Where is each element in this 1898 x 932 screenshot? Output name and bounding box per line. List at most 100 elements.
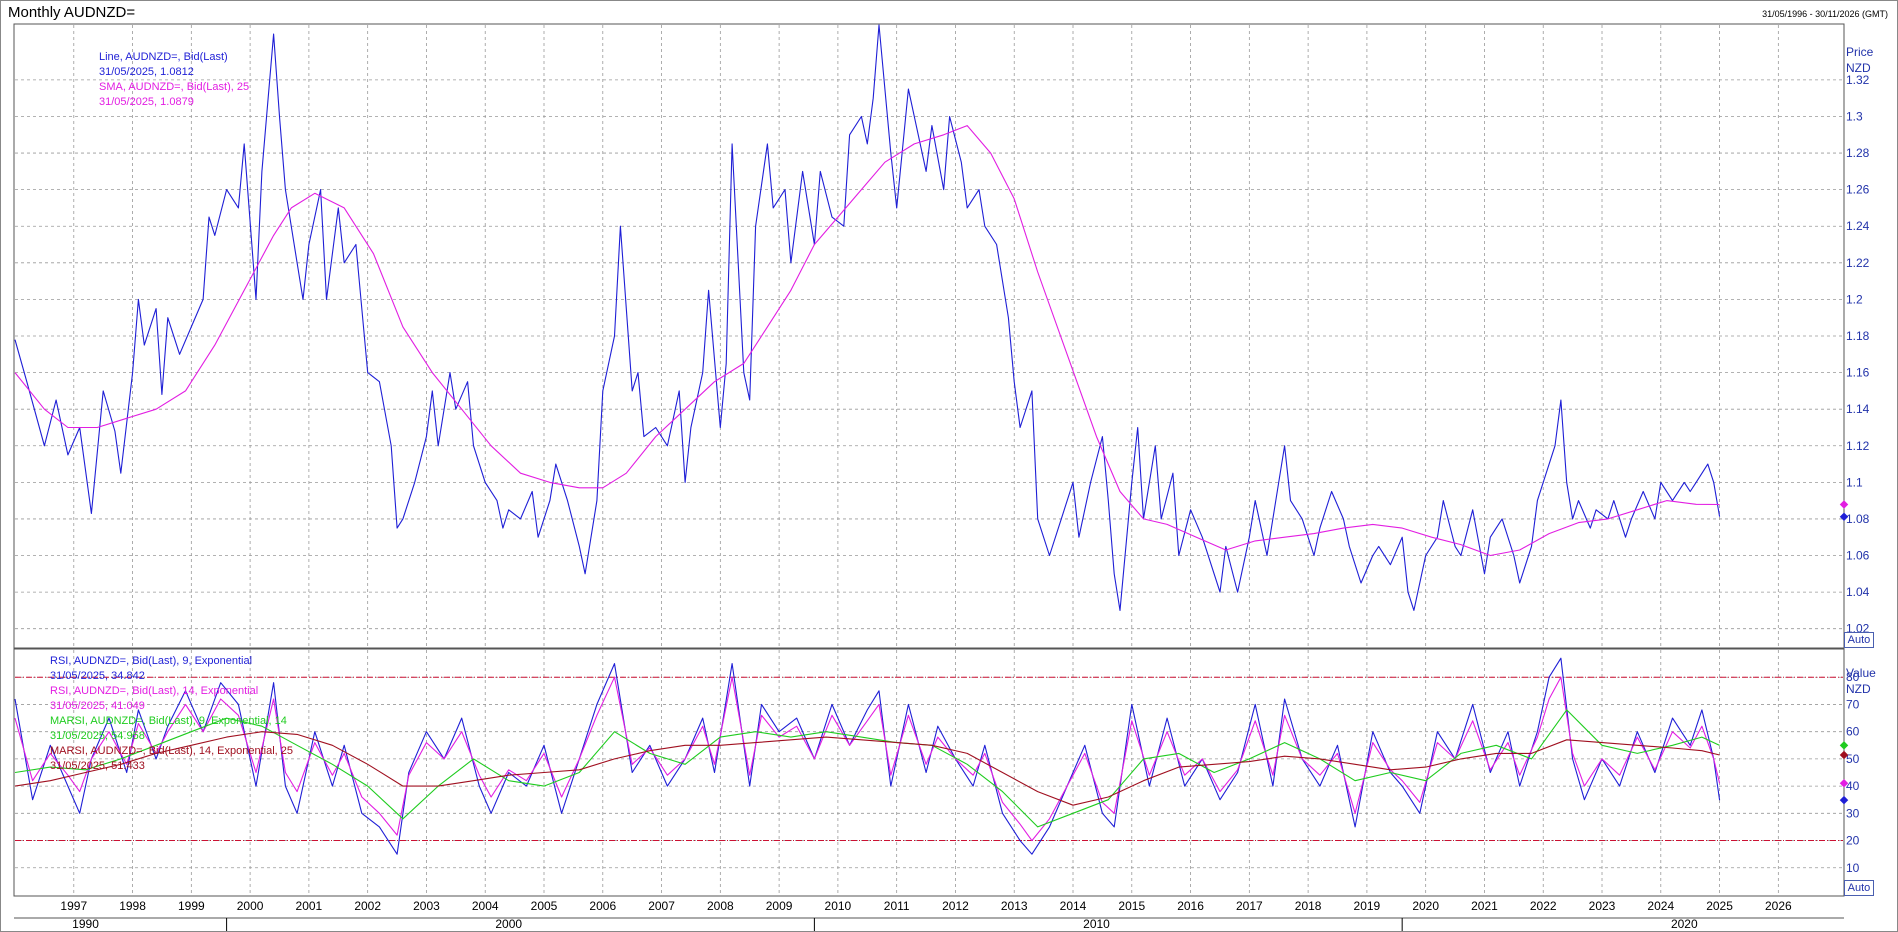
rsi-tick-label: 80 [1846,670,1860,684]
legend-entry: 31/05/2025, 41.049 [50,700,145,712]
year-tick-label: 2025 [1706,899,1733,913]
legend-entry: 31/05/2025, 51.433 [50,760,145,772]
year-tick-label: 2016 [1177,899,1204,913]
chart-title: Monthly AUDNZD= [8,4,136,21]
decade-label: 2000 [495,917,522,931]
rsi-tick-label: 40 [1846,779,1860,793]
rsi-tick-label: 60 [1846,725,1860,739]
year-tick-label: 2014 [1060,899,1087,913]
last-value-marker [1839,779,1849,788]
price-panel-border [13,23,1845,649]
year-tick-label: 2019 [1354,899,1381,913]
year-tick-label: 2004 [472,899,499,913]
year-tick-label: 2015 [1118,899,1145,913]
price-tick-label: 1.28 [1846,146,1870,160]
price-tick-label: 1.16 [1846,366,1870,380]
legend-entry: 31/05/2025, 34.842 [50,670,145,682]
year-tick-label: 2010 [825,899,852,913]
legend-entry: RSI, AUDNZD=, Bid(Last), 9, Exponential [50,655,252,667]
series-line-blue [14,657,1721,855]
rsi-panel-border [13,648,1845,897]
year-tick-label: 2013 [1001,899,1028,913]
decade-label: 2020 [1671,917,1698,931]
year-tick-label: 2022 [1530,899,1557,913]
year-tick-label: 2003 [413,899,440,913]
legend-entry: Line, AUDNZD=, Bid(Last) [99,51,228,63]
rsi-axis-unit: NZD [1846,682,1871,696]
last-value-marker [1839,750,1849,760]
price-tick-label: 1.1 [1846,475,1863,489]
y-tick-labels: 1.32 1.3 1.28 1.26 1.24 1.22 1.2 1.18 1.16 1.14 1.… [1846,73,1870,875]
price-tick-label: 1.12 [1846,439,1870,453]
legend-entry: 31/05/2025, 1.0879 [99,96,194,108]
series-line-green [14,709,1720,828]
year-tick-label: 2002 [354,899,381,913]
rsi-series [14,657,1721,855]
decade-label: 2010 [1083,917,1110,931]
legend-entry: SMA, AUDNZD=, Bid(Last), 25 [99,81,249,93]
series-line-blue [14,24,1721,611]
price-tick-label: 1.14 [1846,402,1870,416]
price-tick-label: 1.08 [1846,512,1870,526]
price-tick-label: 1.32 [1846,73,1870,87]
last-value-marker [1839,741,1849,750]
legend-entry: 31/05/2025, 54.958 [50,730,145,742]
rsi-auto-scale-button[interactable]: Auto [1844,880,1874,896]
grid-lines [15,25,1843,895]
year-tick-label: 2021 [1471,899,1498,913]
price-legend: Line, AUDNZD=, Bid(Last) 31/05/2025, 1.08… [99,51,249,108]
year-tick-label: 1997 [60,899,87,913]
decade-label: 1990 [72,917,99,931]
price-tick-label: 1.24 [1846,219,1870,233]
year-tick-label: 2024 [1647,899,1674,913]
rsi-legend: RSI, AUDNZD=, Bid(Last), 9, Exponential 3… [50,655,293,772]
year-tick-label: 1999 [178,899,205,913]
series-line-darkred [14,731,1720,806]
year-tick-label: 2009 [766,899,793,913]
last-value-marker [1839,512,1849,521]
price-axis-title: Price [1846,45,1874,59]
year-tick-label: 2000 [237,899,264,913]
year-tick-label: 2012 [942,899,969,913]
rsi-tick-label: 70 [1846,697,1860,711]
price-tick-label: 1.26 [1846,183,1870,197]
year-tick-label: 2008 [707,899,734,913]
last-value-markers [1839,500,1849,805]
series-line-magenta [14,676,1721,842]
price-tick-label: 1.22 [1846,256,1870,270]
year-tick-label: 2020 [1412,899,1439,913]
year-tick-label: 2023 [1589,899,1616,913]
series-line-magenta [14,125,1720,557]
year-tick-label: 2006 [589,899,616,913]
last-value-marker [1839,795,1849,805]
rsi-tick-label: 10 [1846,861,1860,875]
year-tick-label: 2017 [1236,899,1263,913]
price-tick-label: 1.04 [1846,585,1870,599]
year-tick-label: 2026 [1765,899,1792,913]
price-tick-label: 1.18 [1846,329,1870,343]
rsi-tick-label: 50 [1846,752,1860,766]
rsi-tick-label: 20 [1846,834,1860,848]
x-tick-labels: 1997 1998 1999 2000 2001 2002 2003 2004 2005 2006… [60,899,1792,931]
rsi-reference-lines [15,676,1843,842]
year-tick-label: 1998 [119,899,146,913]
year-tick-label: 2011 [884,899,910,913]
legend-entry: MARSI, AUDNZD=, Bid(Last), 9, Exponentia… [50,715,287,727]
date-range-label: 31/05/1996 - 30/11/2026 (GMT) [1762,9,1888,19]
legend-entry: RSI, AUDNZD=, Bid(Last), 14, Exponential [50,685,258,697]
price-tick-label: 1.06 [1846,549,1870,563]
year-tick-label: 2018 [1295,899,1322,913]
legend-entry: MARSI, AUDNZD=, Bid(Last), 14, Exponenti… [50,745,293,757]
rsi-tick-label: 30 [1846,806,1860,820]
price-tick-label: 1.2 [1846,292,1863,306]
year-tick-label: 2005 [531,899,558,913]
price-auto-scale-button[interactable]: Auto [1844,632,1874,648]
price-tick-label: 1.3 [1846,109,1863,123]
legend-entry: 31/05/2025, 1.0812 [99,66,194,78]
year-tick-label: 2007 [648,899,675,913]
last-value-marker [1839,500,1849,509]
year-tick-label: 2001 [296,899,323,913]
rsi-axis-title: Value [1846,666,1876,680]
price-series [14,24,1721,611]
